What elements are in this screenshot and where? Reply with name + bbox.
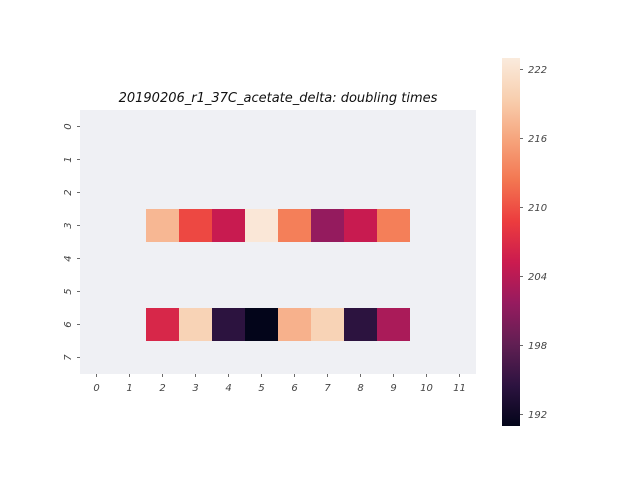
x-tick-label: 2 [159,383,165,394]
y-axis-ticks: 0 1 2 3 4 5 6 7 [63,123,80,361]
heatmap-cell [311,308,344,341]
heatmap-cell [377,308,410,341]
heatmap-cell [146,308,179,341]
y-tick-label: 7 [63,354,74,361]
x-axis-ticks: 0 1 2 3 4 5 6 7 8 9 10 11 [93,374,466,394]
x-tick-label: 1 [126,383,132,394]
x-tick-label: 7 [324,383,331,394]
colorbar-tick-label: 222 [528,65,547,76]
heatmap-cell [344,209,377,242]
heatmap-cell [212,308,245,341]
colorbar-tick-label: 198 [528,341,547,352]
colorbar-ticks: 192 198 204 210 216 222 [520,65,547,421]
y-tick-label: 5 [63,288,74,294]
heatmap-cells [146,209,410,341]
x-tick-label: 5 [258,383,264,394]
colorbar-tick-label: 216 [528,134,547,145]
y-tick-label: 1 [63,156,74,162]
x-tick-label: 4 [225,383,231,394]
heatmap-cell [278,308,311,341]
heatmap-cell [146,209,179,242]
heatmap-cell [212,209,245,242]
x-tick-label: 8 [357,383,363,394]
x-tick-label: 3 [192,383,198,394]
x-tick-label: 11 [453,383,466,394]
colorbar [502,58,520,426]
chart-title: 20190206_r1_37C_acetate_delta: doubling … [119,91,438,106]
heatmap-cell [245,209,278,242]
y-tick-label: 4 [63,255,74,261]
heatmap-cell [344,308,377,341]
x-tick-label: 9 [390,383,396,394]
colorbar-tick-label: 204 [528,272,547,283]
colorbar-tick-label: 210 [528,203,547,214]
colorbar-tick-label: 192 [528,410,547,421]
heatmap-cell [245,308,278,341]
x-tick-label: 0 [93,383,99,394]
heatmap-cell [377,209,410,242]
y-tick-label: 0 [63,123,74,129]
y-tick-label: 6 [63,321,74,327]
heatmap-cell [278,209,311,242]
heatmap-cell [179,308,212,341]
x-tick-label: 6 [291,383,297,394]
y-tick-label: 3 [63,222,74,228]
y-tick-label: 2 [63,189,74,195]
x-tick-label: 10 [420,383,433,394]
heatmap-cell [179,209,212,242]
heatmap-cell [311,209,344,242]
